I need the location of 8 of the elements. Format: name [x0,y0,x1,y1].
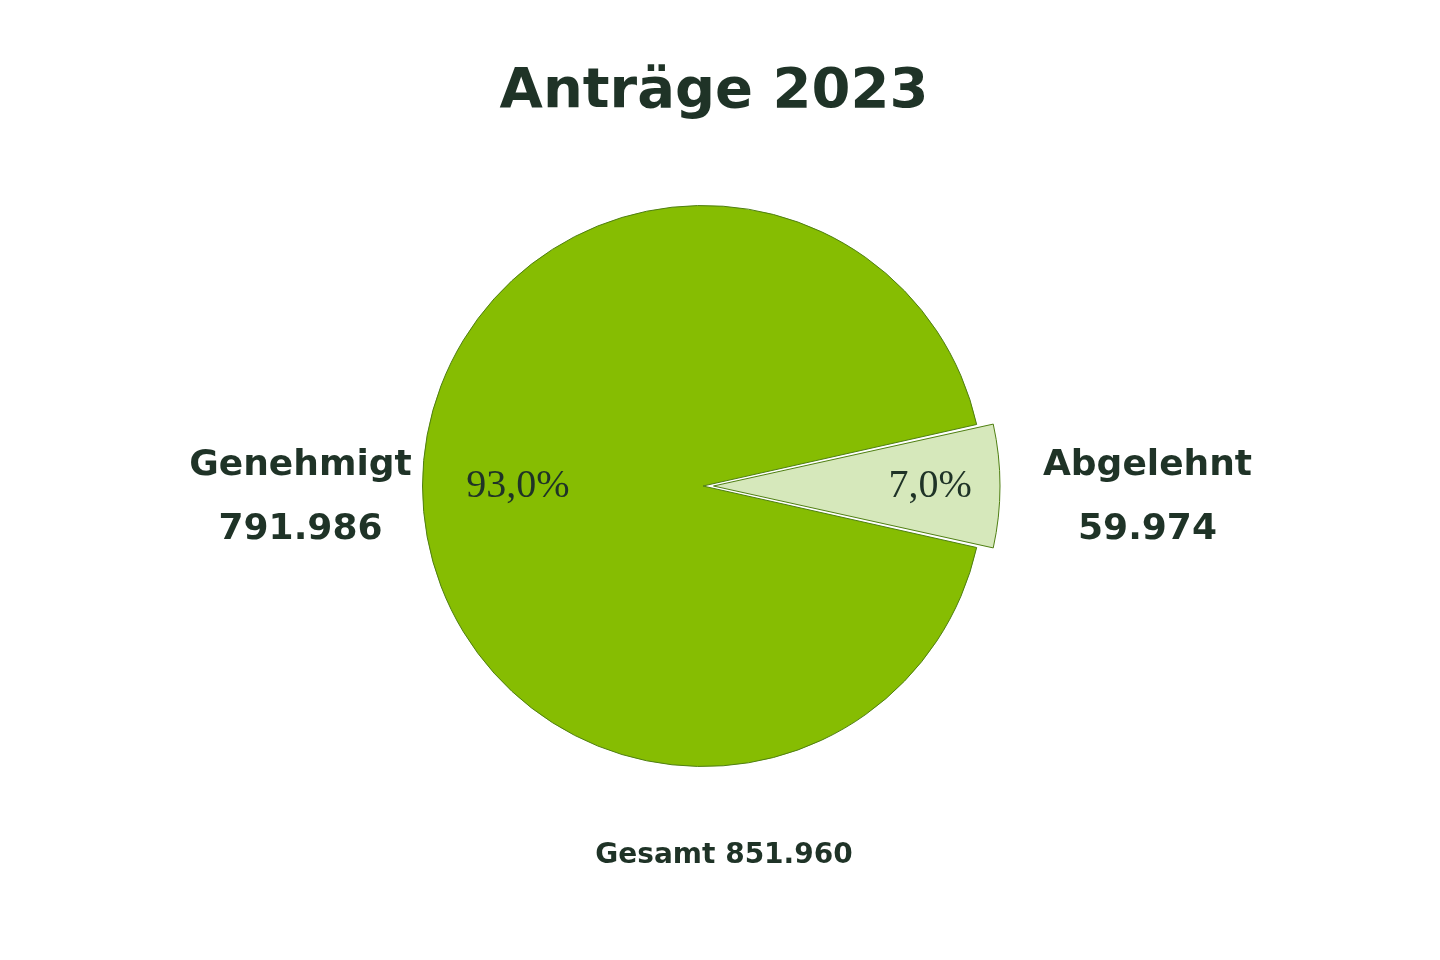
text: 93,0% [466,460,570,506]
text: 7,0% [888,460,972,506]
data-label: 791.986 [218,506,383,548]
slice-label: Genehmigt [189,442,412,484]
data-label: 59.974 [1078,506,1217,548]
slice-label: Abgelehnt [1042,442,1253,484]
chart-title: Anträge 2023 [499,54,929,120]
text: Gesamt 851.960 [595,837,853,871]
